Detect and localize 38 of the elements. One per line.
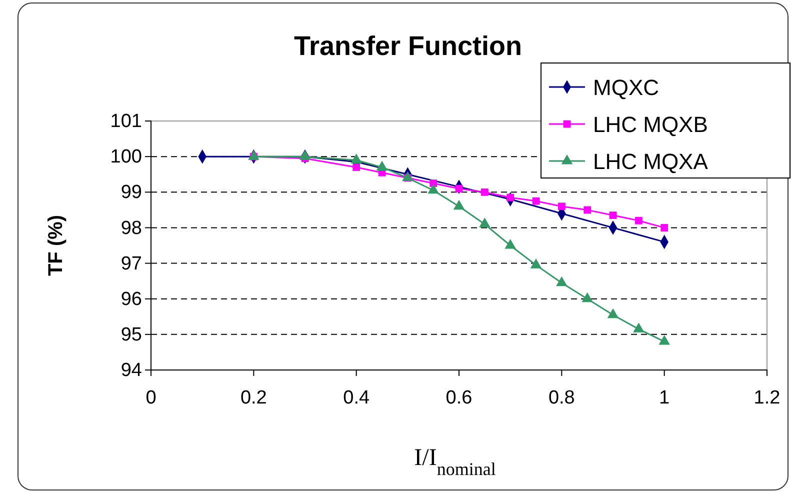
point	[479, 218, 490, 228]
x-tick-label: 0.8	[548, 388, 575, 409]
point	[609, 212, 617, 219]
point	[634, 216, 642, 224]
y-tick-label: 94	[120, 360, 142, 382]
x-tick-label: 0.4	[343, 388, 370, 409]
point	[658, 335, 670, 345]
y-tick-label: 96	[120, 288, 142, 310]
legend-label: LHC MQXB	[593, 112, 708, 137]
point	[352, 164, 360, 171]
point	[504, 238, 516, 249]
y-axis-title: TF (%)	[45, 214, 67, 276]
point	[480, 188, 488, 196]
x-axis-title: I/I$_{nominal}$	[414, 445, 496, 479]
y-tick-label: 98	[120, 218, 142, 239]
x-tick-label: 0.6	[446, 388, 472, 409]
y-tick-label: 101	[110, 111, 142, 132]
point	[582, 292, 593, 302]
point	[530, 258, 542, 268]
x-tick-label: 0	[146, 388, 156, 409]
point	[428, 184, 439, 194]
legend-label: LHC MQXA	[593, 149, 708, 174]
point	[607, 308, 619, 318]
point	[584, 206, 592, 214]
y-tick-label: 99	[120, 182, 142, 204]
point	[556, 276, 568, 286]
legend-label: MQXC	[593, 75, 660, 100]
point	[633, 322, 644, 332]
point	[453, 200, 465, 210]
x-tick-label: 0.2	[240, 388, 267, 409]
x-tick-label: 1	[659, 388, 670, 409]
point	[660, 224, 668, 232]
x-tick-label: 1.2	[754, 388, 780, 409]
chart-title: Transfer Function	[294, 31, 522, 61]
point	[558, 202, 566, 210]
y-tick-label: 95	[120, 324, 142, 346]
y-tick-label: 97	[120, 253, 142, 274]
y-tick-label: 100	[110, 146, 142, 168]
